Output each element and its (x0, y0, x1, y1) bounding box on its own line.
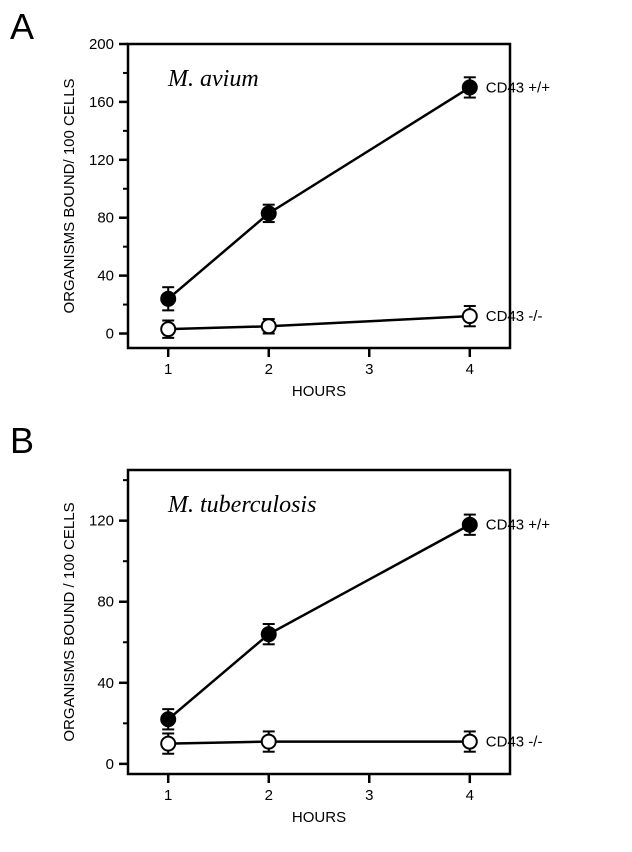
chart-b: 0 40 80 120 1 2 3 4 HOURS ORGANISMS BOUND / 100 C… (50, 450, 610, 830)
svg-text:CD43 -/-: CD43 -/- (486, 734, 543, 751)
svg-text:HOURS: HOURS (292, 383, 346, 400)
svg-text:M. avium: M. avium (167, 66, 259, 92)
svg-text:120: 120 (89, 152, 114, 169)
svg-text:2: 2 (265, 361, 273, 378)
svg-text:2: 2 (265, 787, 273, 804)
svg-text:ORGANISMS BOUND / 100 CELLS: ORGANISMS BOUND / 100 CELLS (61, 502, 78, 741)
svg-text:4: 4 (466, 787, 474, 804)
svg-text:1: 1 (164, 361, 172, 378)
svg-text:40: 40 (97, 268, 114, 285)
svg-text:CD43 +/+: CD43 +/+ (486, 517, 550, 534)
panel-label-b: B (10, 420, 34, 462)
panel-a: 0 40 80 120 160 200 1 2 3 4 HOURS ORGANISMS BOUND/ … (50, 24, 610, 404)
svg-text:40: 40 (97, 675, 114, 692)
svg-text:0: 0 (106, 326, 114, 343)
svg-text:120: 120 (89, 513, 114, 530)
svg-text:CD43 -/-: CD43 -/- (486, 308, 543, 325)
svg-text:200: 200 (89, 36, 114, 53)
svg-text:1: 1 (164, 787, 172, 804)
svg-text:80: 80 (97, 594, 114, 611)
svg-text:ORGANISMS BOUND/ 100 CELLS: ORGANISMS BOUND/ 100 CELLS (61, 78, 78, 313)
svg-text:3: 3 (365, 787, 373, 804)
figure-root: A 040801201602001234HOURSORGANISMS BOUND… (0, 0, 632, 852)
chart-a: 0 40 80 120 160 200 1 2 3 4 HOURS ORGANISMS BOUND/ … (50, 24, 610, 404)
svg-text:3: 3 (365, 361, 373, 378)
panel-label-a: A (10, 6, 34, 48)
svg-text:HOURS: HOURS (292, 809, 346, 826)
svg-text:160: 160 (89, 94, 114, 111)
svg-text:4: 4 (466, 361, 474, 378)
svg-text:CD43 +/+: CD43 +/+ (486, 79, 550, 96)
panel-b: 0 40 80 120 1 2 3 4 HOURS ORGANISMS BOUND / 100 C… (50, 450, 610, 830)
svg-text:80: 80 (97, 210, 114, 227)
svg-text:M. tuberculosis: M. tuberculosis (167, 492, 316, 518)
svg-text:0: 0 (106, 756, 114, 773)
